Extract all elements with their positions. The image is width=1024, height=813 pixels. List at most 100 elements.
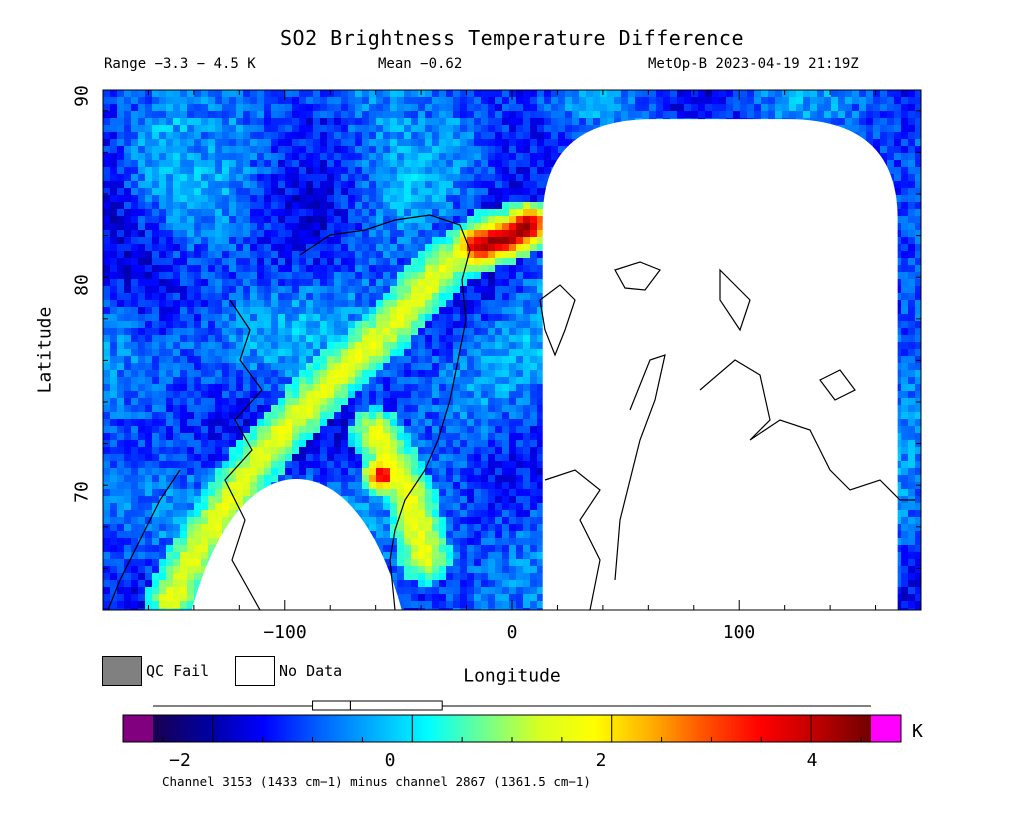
heatmap-cell bbox=[586, 118, 594, 126]
heatmap-cell bbox=[236, 111, 244, 119]
heatmap-cell bbox=[173, 132, 181, 140]
heatmap-cell bbox=[369, 363, 377, 371]
heatmap-cell bbox=[740, 104, 748, 112]
heatmap-cell bbox=[523, 377, 531, 385]
heatmap-cell bbox=[271, 321, 279, 329]
heatmap-cell bbox=[285, 377, 293, 385]
heatmap-cell bbox=[264, 216, 272, 224]
heatmap-cell bbox=[439, 209, 447, 217]
heatmap-cell bbox=[103, 195, 111, 203]
heatmap-cell bbox=[341, 209, 349, 217]
heatmap-cell bbox=[201, 314, 209, 322]
heatmap-cell bbox=[103, 90, 111, 98]
heatmap-cell bbox=[663, 111, 671, 119]
heatmap-cell bbox=[292, 237, 300, 245]
heatmap-cell bbox=[271, 342, 279, 350]
heatmap-cell bbox=[152, 188, 160, 196]
heatmap-cell bbox=[439, 349, 447, 357]
heatmap-cell bbox=[516, 160, 524, 168]
heatmap-cell bbox=[383, 377, 391, 385]
heatmap-cell bbox=[418, 174, 426, 182]
heatmap-cell bbox=[320, 181, 328, 189]
heatmap-cell bbox=[404, 97, 412, 105]
heatmap-cell bbox=[432, 195, 440, 203]
heatmap-cell bbox=[180, 265, 188, 273]
heatmap-cell bbox=[383, 174, 391, 182]
heatmap-cell bbox=[131, 146, 139, 154]
heatmap-cell bbox=[145, 370, 153, 378]
heatmap-cell bbox=[152, 258, 160, 266]
heatmap-cell bbox=[397, 244, 405, 252]
heatmap-cell bbox=[894, 237, 902, 245]
heatmap-cell bbox=[313, 209, 321, 217]
heatmap-cell bbox=[292, 279, 300, 287]
heatmap-cell bbox=[467, 363, 475, 371]
heatmap-cell bbox=[278, 216, 286, 224]
heatmap-cell bbox=[117, 230, 125, 238]
chart-title: SO2 Brightness Temperature Difference bbox=[279, 26, 745, 50]
heatmap-cell bbox=[187, 307, 195, 315]
heatmap-cell bbox=[145, 139, 153, 147]
heatmap-cell bbox=[425, 146, 433, 154]
heatmap-cell bbox=[901, 258, 909, 266]
heatmap-cell bbox=[306, 377, 314, 385]
heatmap-cell bbox=[124, 384, 132, 392]
heatmap-cell bbox=[530, 349, 538, 357]
heatmap-cell bbox=[516, 209, 524, 217]
heatmap-cell bbox=[292, 174, 300, 182]
heatmap-cell bbox=[271, 139, 279, 147]
heatmap-cell bbox=[446, 188, 454, 196]
heatmap-cell bbox=[355, 125, 363, 133]
heatmap-cell bbox=[341, 97, 349, 105]
heatmap-cell bbox=[201, 251, 209, 259]
heatmap-cell bbox=[152, 328, 160, 336]
heatmap-cell bbox=[488, 146, 496, 154]
heatmap-cell bbox=[278, 321, 286, 329]
heatmap-cell bbox=[152, 244, 160, 252]
heatmap-cell bbox=[425, 293, 433, 301]
heatmap-cell bbox=[474, 209, 482, 217]
heatmap-cell bbox=[530, 377, 538, 385]
heatmap-cell bbox=[306, 160, 314, 168]
heatmap-cell bbox=[418, 286, 426, 294]
heatmap-cell bbox=[152, 118, 160, 126]
heatmap-cell bbox=[502, 251, 510, 259]
heatmap-cell bbox=[222, 384, 230, 392]
heatmap-cell bbox=[194, 356, 202, 364]
heatmap-cell bbox=[467, 132, 475, 140]
heatmap-cell bbox=[677, 97, 685, 105]
heatmap-cell bbox=[159, 342, 167, 350]
heatmap-cell bbox=[481, 132, 489, 140]
heatmap-cell bbox=[558, 90, 566, 98]
heatmap-cell bbox=[432, 167, 440, 175]
heatmap-cell bbox=[369, 132, 377, 140]
heatmap-cell bbox=[131, 356, 139, 364]
heatmap-cell bbox=[257, 244, 265, 252]
heatmap-cell bbox=[348, 314, 356, 322]
heatmap-cell bbox=[257, 314, 265, 322]
heatmap-cell bbox=[691, 90, 699, 98]
heatmap-cell bbox=[320, 216, 328, 224]
heatmap-cell bbox=[530, 111, 538, 119]
heatmap-cell bbox=[446, 209, 454, 217]
heatmap-cell bbox=[509, 300, 517, 308]
heatmap-cell bbox=[908, 265, 916, 273]
heatmap-cell bbox=[124, 251, 132, 259]
heatmap-cell bbox=[901, 244, 909, 252]
heatmap-cell bbox=[215, 384, 223, 392]
heatmap-cell bbox=[306, 244, 314, 252]
heatmap-cell bbox=[376, 90, 384, 98]
heatmap-cell bbox=[439, 97, 447, 105]
heatmap-cell bbox=[474, 293, 482, 301]
heatmap-cell bbox=[208, 370, 216, 378]
heatmap-cell bbox=[355, 349, 363, 357]
heatmap-cell bbox=[390, 300, 398, 308]
heatmap-cell bbox=[733, 104, 741, 112]
heatmap-cell bbox=[404, 293, 412, 301]
heatmap-cell bbox=[369, 202, 377, 210]
heatmap-cell bbox=[481, 342, 489, 350]
heatmap-cell bbox=[180, 349, 188, 357]
heatmap-cell bbox=[187, 132, 195, 140]
heatmap-cell bbox=[124, 237, 132, 245]
heatmap-cell bbox=[173, 195, 181, 203]
